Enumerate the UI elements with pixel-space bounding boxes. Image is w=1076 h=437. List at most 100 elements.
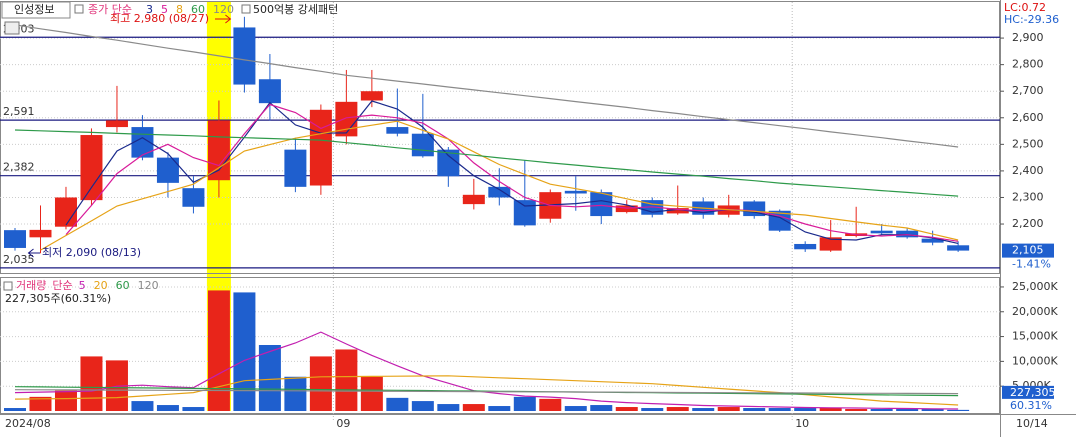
volume-bar (717, 407, 740, 411)
volume-bar (437, 404, 460, 411)
y-tick-label: 2,700 (1012, 84, 1044, 97)
volume-bar (182, 407, 205, 411)
pattern-label: 500억봉 강세패턴 (253, 3, 338, 16)
volume-bar (921, 409, 944, 411)
price-panel (0, 1, 1000, 274)
candle-body (794, 243, 817, 250)
y-tick-label: 20,000K (1012, 305, 1058, 318)
legend-entry: 5 (79, 279, 86, 292)
volume-bar (896, 409, 919, 411)
candle-body (870, 230, 893, 234)
y-tick-label: 2,500 (1012, 137, 1044, 150)
volume-bar (360, 376, 383, 411)
volume-bar (488, 406, 511, 411)
volume-bar (513, 396, 536, 411)
candle-body (437, 149, 460, 177)
candle-body (156, 157, 179, 183)
volume-ma-label: 단순 (52, 279, 72, 292)
volume-bar (845, 409, 868, 411)
volume-bar (284, 376, 307, 411)
volume-bar (743, 408, 766, 411)
x-tick-label: 10 (795, 417, 809, 430)
price-change: -1.41% (1012, 258, 1051, 271)
candle-body (896, 230, 919, 238)
candle-body (360, 91, 383, 101)
checkbox (241, 4, 251, 14)
y-tick-label: 2,400 (1012, 164, 1044, 177)
candle-body (258, 79, 281, 104)
candle-body (182, 188, 205, 207)
reference-label: 2,591 (3, 105, 35, 118)
legend-entry: 60 (191, 3, 205, 16)
candle-body (947, 245, 970, 251)
volume-bar (233, 292, 256, 411)
volume-bar (590, 405, 613, 411)
moving-average-line (65, 103, 959, 242)
volume-bar (29, 396, 52, 411)
candle-body (921, 238, 944, 243)
y-tick-label: 15,000K (1012, 330, 1058, 343)
moving-average-line (14, 24, 959, 148)
y-tick-label: 25,000K (1012, 280, 1058, 293)
candle-body (80, 135, 103, 201)
moving-average-line (65, 100, 959, 244)
candle-body (54, 197, 77, 227)
stock-box (1, 1, 71, 19)
moving-average-line (14, 389, 959, 395)
volume-bar (4, 408, 26, 411)
current-volume: 227,305 (1010, 386, 1056, 399)
volume-bar (615, 407, 638, 411)
candle-body (513, 200, 536, 226)
legend-entry: 60 (116, 279, 130, 292)
volume-bar (564, 406, 587, 411)
moving-average-line (40, 120, 959, 251)
volume-bar (335, 349, 358, 411)
legend-entry: 20 (94, 279, 108, 292)
candle-body (207, 120, 230, 181)
volume-box (1002, 385, 1054, 399)
reference-label: 2,035 (3, 253, 35, 266)
legend-entry: 5 (161, 3, 168, 16)
volume-bar (156, 405, 179, 411)
volume-bar (131, 401, 154, 411)
min-annotation: 최저 2,090 (08/13) (42, 246, 141, 259)
volume-bar (80, 356, 103, 411)
y-tick-label: 2,200 (1012, 217, 1044, 230)
candle-body (590, 192, 613, 217)
volume-bar (947, 409, 970, 411)
volume-title: 거래량 (16, 279, 46, 292)
volume-bar (768, 408, 791, 411)
y-tick-label: 2,600 (1012, 111, 1044, 124)
volume-bar (870, 409, 893, 411)
candle-body (819, 237, 842, 251)
legend-entry: 3 (146, 3, 153, 16)
legend-entry: 8 (176, 3, 183, 16)
volume-bar (386, 397, 409, 411)
volume-bar (692, 408, 715, 411)
y-tick-label: 2,300 (1012, 190, 1044, 203)
legend-entry: 120 (138, 279, 159, 292)
volume-bar (794, 408, 817, 411)
candle-body (564, 190, 587, 194)
stock-name: 인성정보 (14, 3, 54, 16)
candle-body (488, 186, 511, 198)
min-arrow (27, 248, 40, 258)
current-price: 2,105 (1012, 244, 1044, 257)
volume-bar (539, 398, 562, 411)
volume-bar (462, 404, 485, 411)
price-box (1002, 243, 1054, 258)
candle-body (386, 127, 409, 134)
candle-body (309, 109, 332, 186)
candle-body (666, 208, 689, 214)
x-tick-label: 2024/08 (5, 417, 51, 430)
ma-label: 종가 단순 (88, 3, 132, 16)
volume-bar (258, 345, 281, 411)
x-tick-label: 09 (336, 417, 350, 430)
volume-bar (411, 401, 434, 411)
reference-label: 2,382 (3, 161, 35, 174)
checkbox (74, 4, 84, 14)
y-tick-label: 10,000K (1012, 354, 1058, 367)
